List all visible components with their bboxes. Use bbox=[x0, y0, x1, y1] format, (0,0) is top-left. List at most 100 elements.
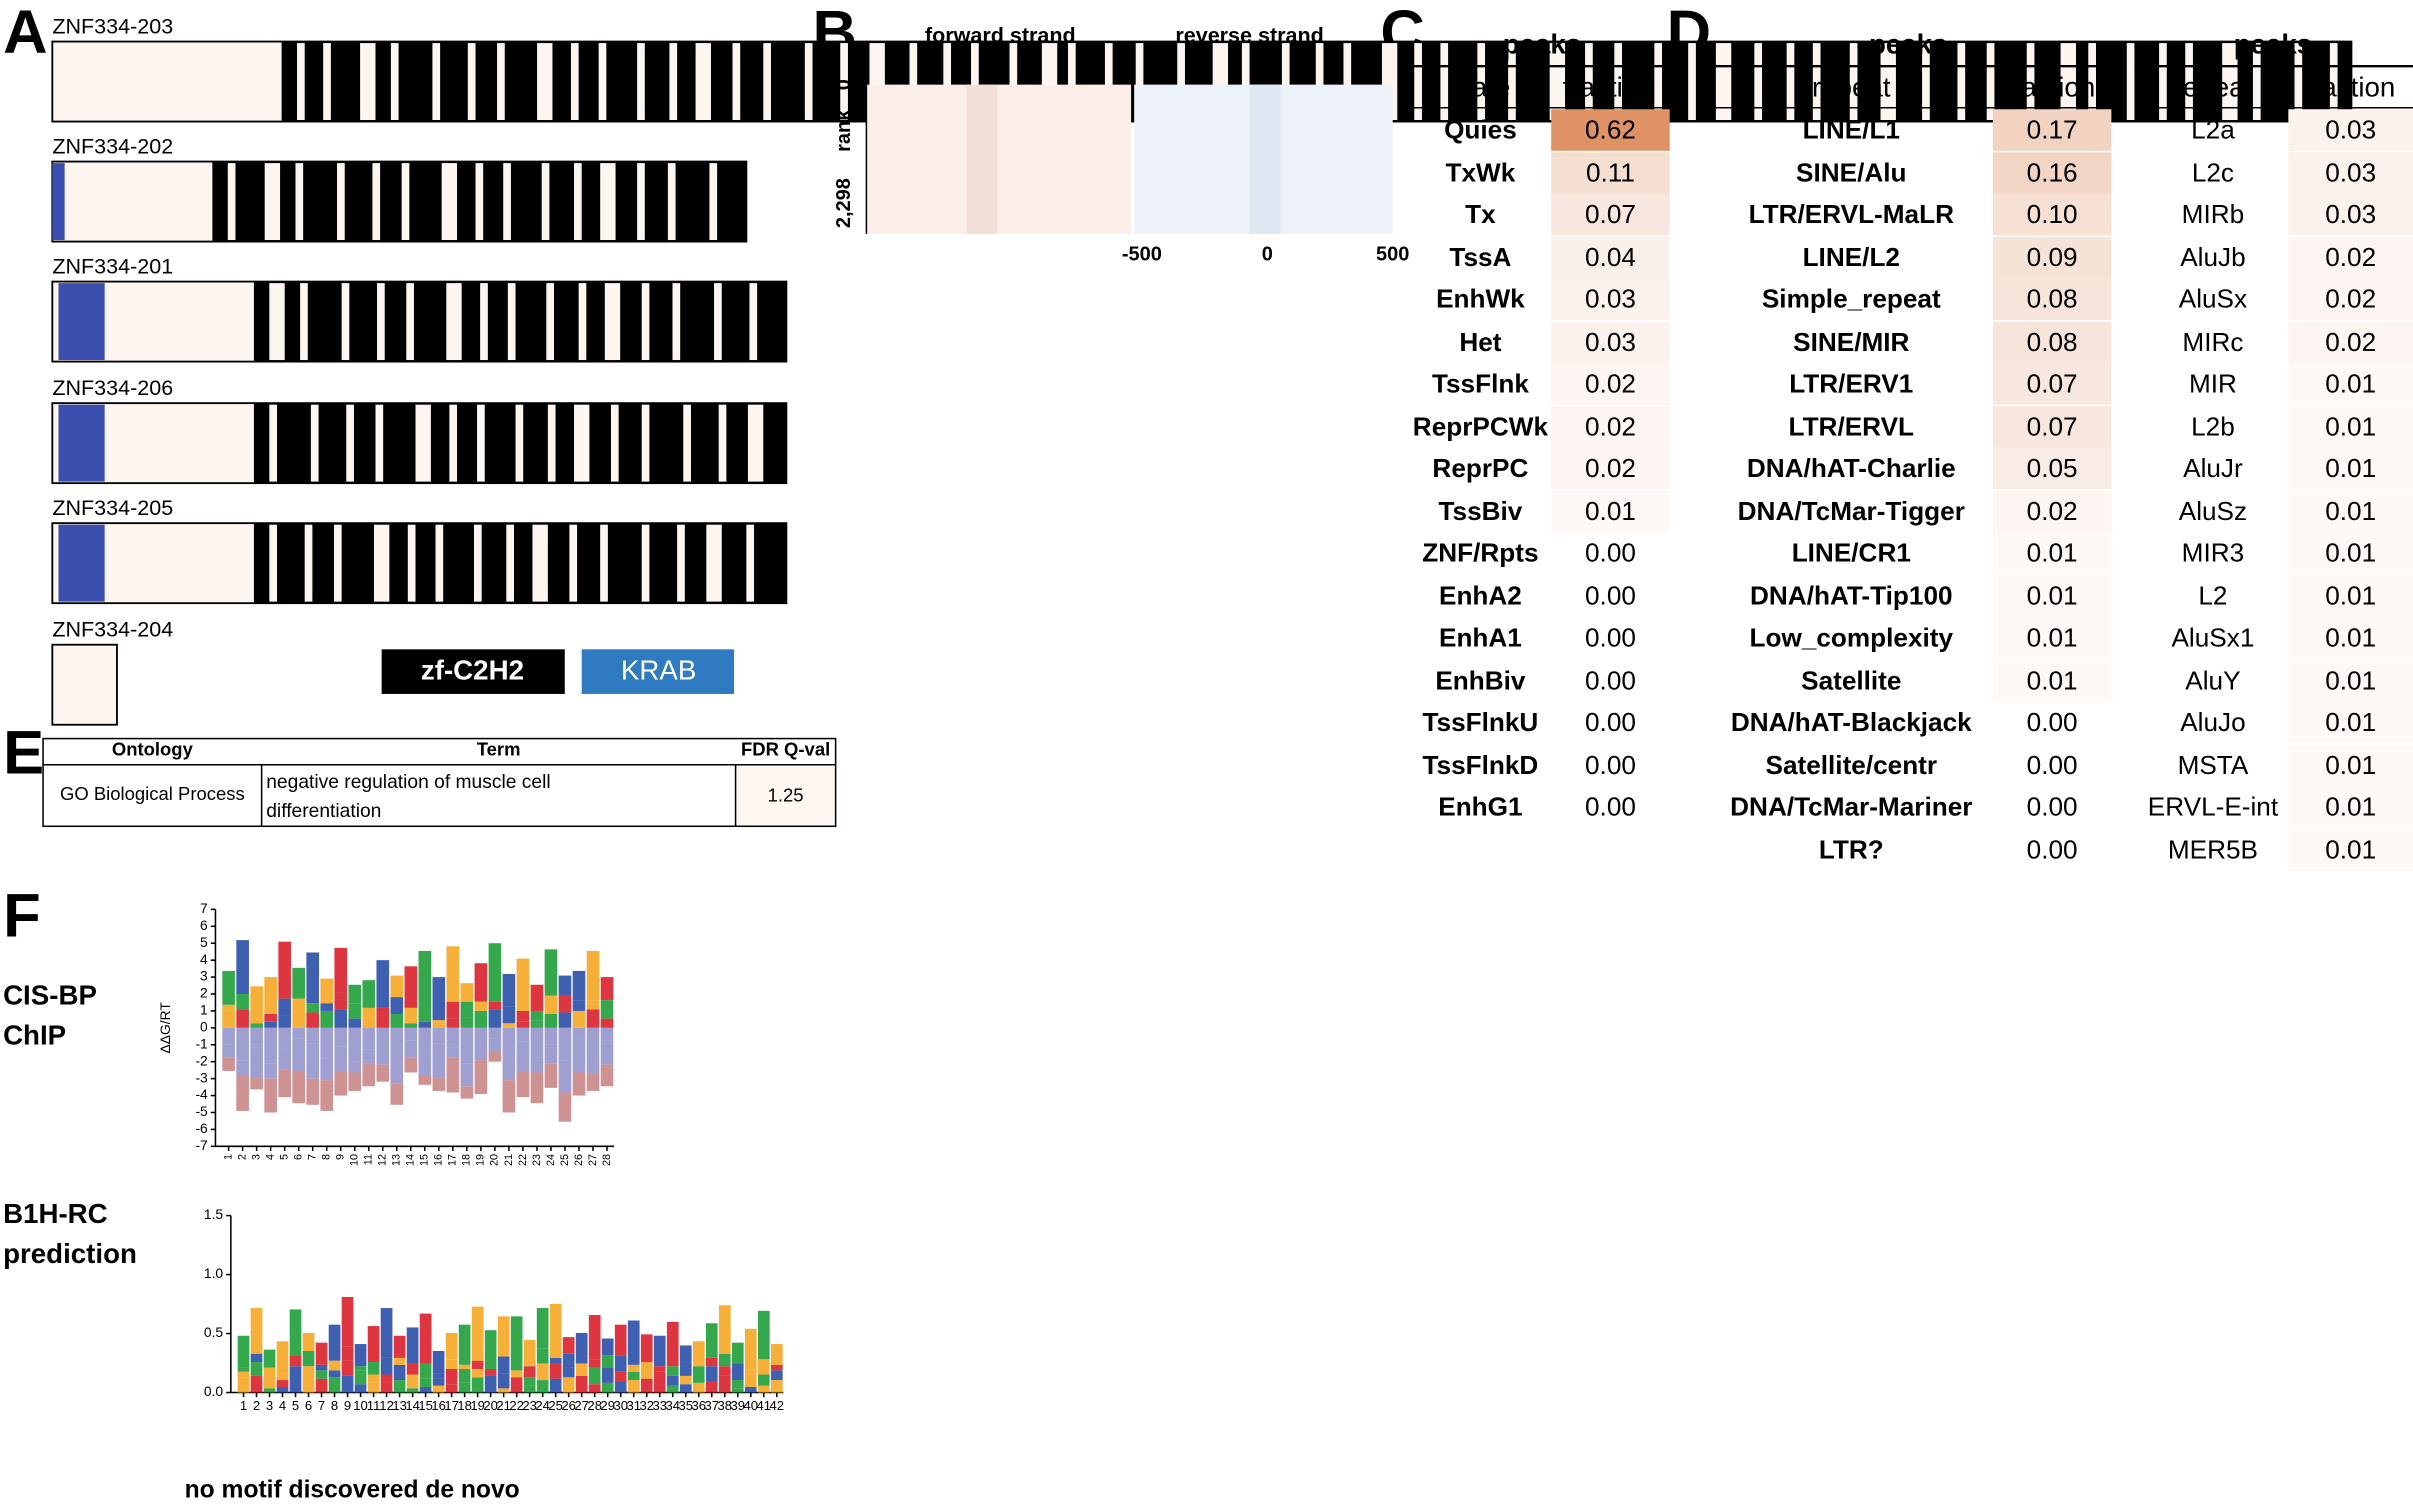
logo-glyph bbox=[460, 1027, 474, 1064]
logo-glyph bbox=[237, 1377, 250, 1393]
zf-gap bbox=[641, 524, 650, 602]
fraction-cell: 0.00 bbox=[2026, 750, 2078, 780]
logo-glyph bbox=[488, 943, 502, 1002]
row-name: LINE/L2 bbox=[1802, 242, 1900, 272]
zf-region bbox=[253, 523, 787, 604]
x-tick-label: 9 bbox=[335, 1154, 347, 1160]
row-name: EnhBiv bbox=[1435, 665, 1526, 695]
x-tick-label: 26 bbox=[573, 1154, 585, 1166]
logo-glyph bbox=[264, 1027, 277, 1064]
logo-glyph bbox=[302, 1366, 315, 1381]
y-tick-label: -7 bbox=[195, 1137, 207, 1153]
row-name: AluSx1 bbox=[2171, 623, 2255, 653]
zf-gap bbox=[2060, 43, 2076, 121]
x-tick-label: 24 bbox=[545, 1154, 557, 1166]
zf-gap bbox=[677, 524, 685, 602]
zf-gap bbox=[269, 404, 278, 482]
zf-gap bbox=[506, 524, 514, 602]
logo-glyph bbox=[406, 1363, 419, 1375]
column-header: fraction bbox=[1563, 72, 1654, 103]
fraction-cell: 0.00 bbox=[1584, 623, 1636, 653]
logo-glyph bbox=[306, 952, 320, 1004]
zf-gap bbox=[2159, 43, 2167, 121]
logo-glyph bbox=[497, 1373, 510, 1389]
x-tick-label: 18 bbox=[457, 1398, 472, 1413]
column-header: fraction bbox=[2304, 72, 2395, 103]
logo-glyph bbox=[418, 1075, 432, 1085]
x-tick-label: 4 bbox=[279, 1398, 286, 1413]
x-tick-label: 39 bbox=[731, 1398, 746, 1413]
logo-glyph bbox=[653, 1366, 666, 1372]
zf-gap bbox=[1614, 43, 1623, 121]
logo-glyph bbox=[341, 1346, 354, 1361]
logo-glyph bbox=[264, 977, 277, 1015]
row-name: LTR? bbox=[1818, 834, 1884, 864]
x-tick-label: 20 bbox=[489, 1154, 501, 1166]
logo-glyph bbox=[354, 1370, 367, 1385]
logo-glyph bbox=[544, 1014, 558, 1028]
row-name: L2b bbox=[2191, 411, 2235, 441]
logo-glyph bbox=[406, 1327, 419, 1364]
x-tick-label: 28 bbox=[587, 1398, 602, 1413]
logo-glyph bbox=[471, 1360, 484, 1369]
x-tick-label: 19 bbox=[470, 1398, 485, 1413]
logo-glyph bbox=[236, 1060, 249, 1076]
row-name: DNA/hAT-Tip100 bbox=[1750, 580, 1953, 611]
logo-glyph bbox=[276, 1341, 289, 1374]
logo-glyph bbox=[278, 998, 291, 1016]
logo-glyph bbox=[320, 1003, 334, 1011]
logo-glyph bbox=[614, 1371, 627, 1382]
logo-glyph bbox=[362, 1049, 376, 1064]
logo-glyph bbox=[640, 1334, 653, 1351]
x-tick-label: 22 bbox=[517, 1154, 529, 1166]
logo-glyph bbox=[474, 963, 488, 1002]
logo-glyph bbox=[523, 1377, 536, 1386]
logo-glyph bbox=[419, 1363, 432, 1379]
zf-gap bbox=[574, 163, 582, 241]
note: no motif discovered de novo bbox=[185, 1477, 520, 1504]
x-tick-label: 35 bbox=[678, 1398, 693, 1413]
row-name: EnhWk bbox=[1436, 284, 1525, 314]
logo-glyph bbox=[516, 1027, 530, 1042]
logo-glyph bbox=[588, 1367, 601, 1385]
logo-glyph bbox=[744, 1386, 757, 1393]
logo-glyph bbox=[600, 1064, 614, 1087]
logo-glyph bbox=[390, 1052, 404, 1084]
logo-glyph bbox=[679, 1384, 692, 1393]
logo-label: CIS-BP bbox=[3, 979, 97, 1010]
logo-glyph bbox=[757, 1385, 770, 1393]
zf-gap bbox=[1477, 43, 1486, 121]
fraction-cell: 0.00 bbox=[2026, 707, 2078, 738]
logo-glyph bbox=[558, 995, 572, 1013]
fraction-cell: 0.01 bbox=[2288, 447, 2413, 490]
logo-glyph bbox=[502, 1027, 516, 1055]
logo-glyph bbox=[523, 1385, 536, 1393]
fraction-cell: 0.01 bbox=[2288, 743, 2413, 786]
row-name: EnhG1 bbox=[1438, 792, 1523, 822]
logo-glyph bbox=[315, 1364, 328, 1371]
zf-gap bbox=[497, 43, 505, 121]
zf-gap bbox=[480, 283, 488, 361]
logo-glyph bbox=[488, 1038, 502, 1051]
logo-glyph bbox=[471, 1306, 484, 1361]
row-name: ERVL-E-int bbox=[2147, 792, 2279, 822]
logo-glyph bbox=[302, 1332, 315, 1351]
logo-glyph bbox=[334, 992, 348, 1010]
fraction-cell: 0.10 bbox=[1992, 193, 2112, 236]
row-name: Quies bbox=[1444, 115, 1517, 145]
logo-glyph bbox=[348, 1018, 362, 1028]
zf-gap bbox=[532, 524, 548, 602]
logo-glyph bbox=[445, 1384, 458, 1393]
logo-glyph bbox=[390, 1083, 404, 1105]
y-axis-label: ΔΔG/RT bbox=[157, 1002, 173, 1054]
logo-glyph bbox=[510, 1386, 523, 1393]
logo-glyph bbox=[362, 1027, 376, 1050]
x-tick-label: 25 bbox=[548, 1398, 563, 1413]
logo-glyph bbox=[264, 1078, 277, 1113]
logo-glyph bbox=[404, 1027, 418, 1041]
x-tick-label: 15 bbox=[419, 1154, 431, 1166]
column-header: repeat bbox=[2174, 72, 2253, 103]
x-tick-label: 7 bbox=[307, 1154, 319, 1160]
x-tick-label: 23 bbox=[531, 1154, 543, 1166]
x-tick-label: 5 bbox=[279, 1154, 291, 1160]
